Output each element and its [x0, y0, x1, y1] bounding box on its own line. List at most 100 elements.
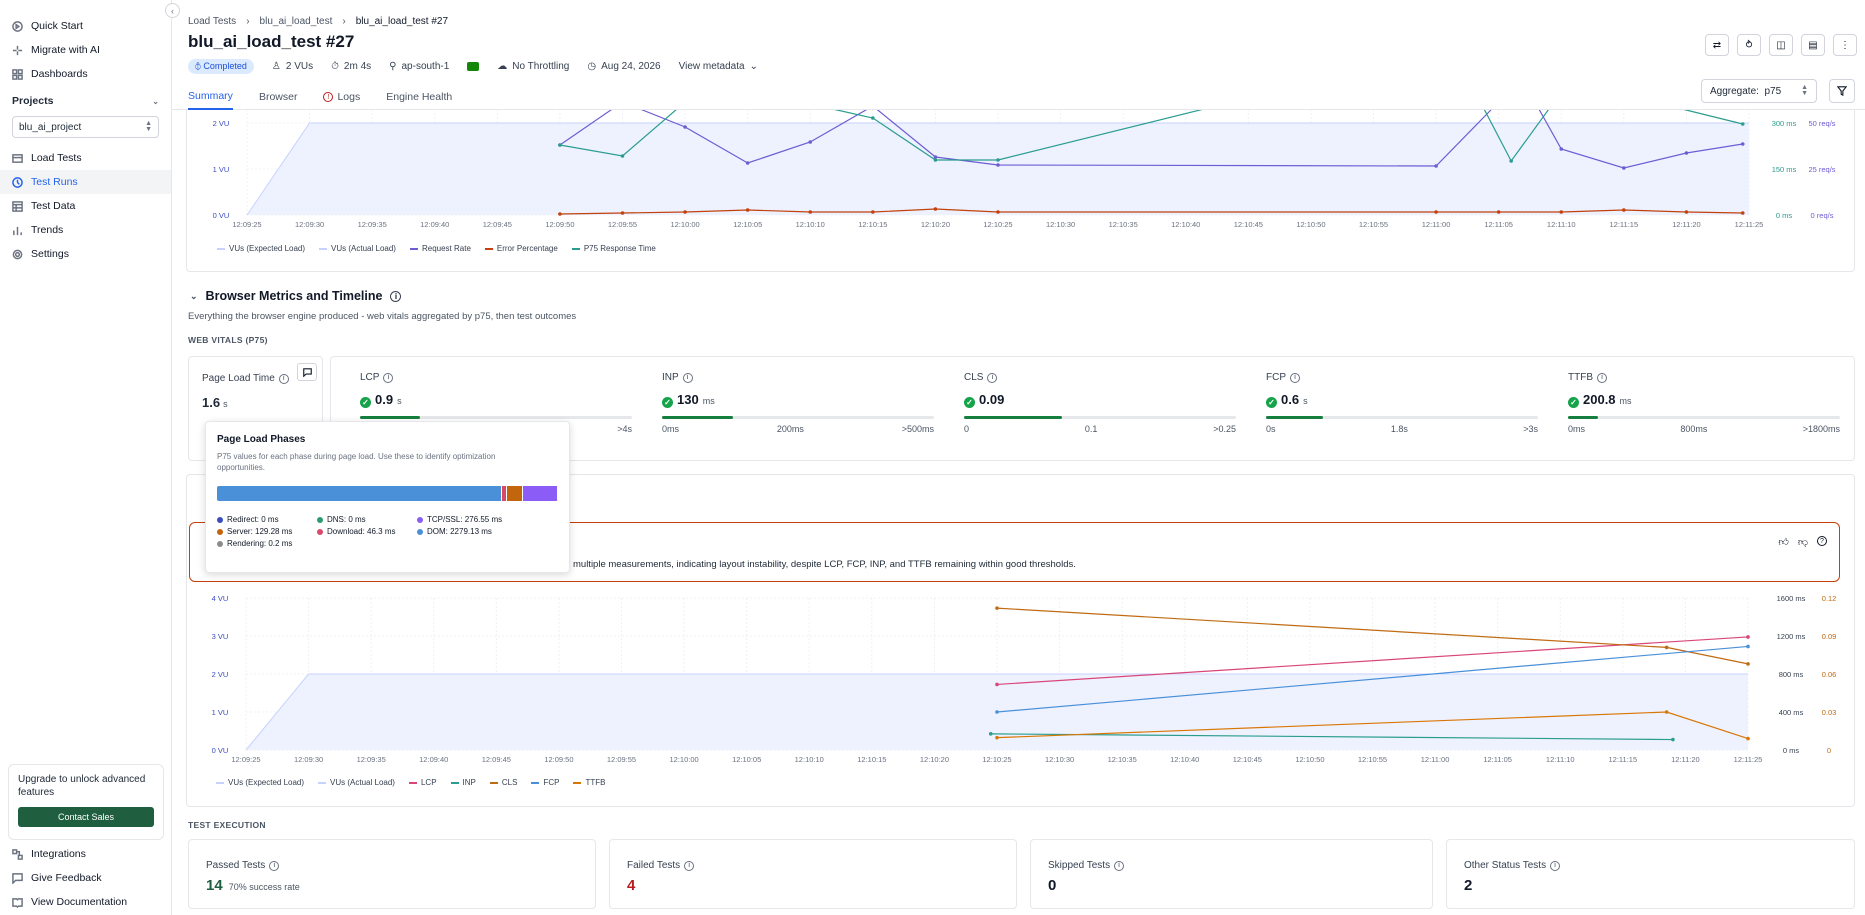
web-vital-fcp[interactable]: FCP i ✓ 0.6 s 0s 1.8s >3s	[1266, 372, 1538, 434]
sidebar-item-load-tests[interactable]: Load Tests	[0, 146, 171, 170]
sidebar-item-integrations[interactable]: Integrations	[0, 842, 171, 866]
more-button[interactable]: ⋮	[1833, 34, 1857, 56]
sidebar-item-give-feedback[interactable]: Give Feedback	[0, 866, 171, 890]
stat-card[interactable]: Skipped Tests i 0	[1030, 839, 1433, 909]
web-vital-inp[interactable]: INP i ✓ 130 ms 0ms 200ms >500ms	[662, 372, 934, 434]
sidebar-item-test-runs[interactable]: Test Runs	[0, 170, 171, 194]
tab-logs[interactable]: ! Logs	[323, 84, 360, 110]
web-vital-bar-fill	[1266, 416, 1324, 419]
comments-button[interactable]: ▤	[1801, 34, 1825, 56]
web-vital-lcp[interactable]: LCP i ✓ 0.9 s >4s	[360, 372, 632, 434]
x-tick-label: 12:10:15	[857, 755, 886, 764]
legend-item[interactable]: INP	[450, 778, 476, 787]
sidebar-item-settings[interactable]: Settings	[0, 242, 171, 266]
sidebar-item-quick-start[interactable]: Quick Start	[0, 14, 171, 38]
tab-browser[interactable]: Browser	[258, 91, 298, 103]
tab-summary[interactable]: Summary	[188, 84, 233, 110]
legend-item[interactable]: TTFB	[573, 778, 605, 787]
breadcrumb-load-tests[interactable]: Load Tests	[188, 16, 237, 27]
stat-card-sub: 70% success rate	[228, 882, 300, 892]
page-load-unit: s	[223, 399, 228, 409]
info-icon[interactable]: i	[383, 372, 394, 383]
y-tick-label-ms: 0 ms	[1776, 211, 1793, 220]
view-metadata-button[interactable]: View metadata ⌄	[679, 61, 758, 72]
legend-item[interactable]: CLS	[489, 778, 517, 787]
stat-card[interactable]: Other Status Tests i 2	[1446, 839, 1855, 909]
phase-segment[interactable]	[217, 486, 502, 501]
users-icon: ♙	[271, 61, 281, 72]
vus-expected-line	[246, 122, 1749, 216]
test-runs-icon	[12, 176, 23, 188]
aggregate-select[interactable]: Aggregate: p75 ▲ ▼	[1701, 79, 1817, 103]
stat-card-name: Failed Tests	[627, 860, 681, 871]
stat-card[interactable]: Failed Tests i 4	[609, 839, 1017, 909]
info-icon[interactable]: i	[269, 860, 280, 871]
rerun-button[interactable]: ⇄	[1705, 34, 1729, 56]
help-icon[interactable]: ?	[1817, 536, 1827, 546]
web-vital-ttfb[interactable]: TTFB i ✓ 200.8 ms 0ms 800ms >1800ms	[1568, 372, 1840, 434]
legend-item[interactable]: P75 Response Time	[571, 244, 656, 253]
sidebar-item-dashboards[interactable]: Dashboards	[0, 62, 171, 86]
legend-item[interactable]: Request Rate	[409, 244, 471, 253]
legend-item[interactable]: Error Percentage	[484, 244, 558, 253]
error-percentage-series-point	[1622, 208, 1626, 212]
info-icon[interactable]: i	[278, 373, 289, 384]
info-icon[interactable]: i	[987, 372, 998, 383]
sidebar-item-test-data[interactable]: Test Data	[0, 194, 171, 218]
page-title: blu_ai_load_test #27	[188, 32, 355, 51]
breadcrumb: Load Tests › blu_ai_load_test › blu_ai_l…	[188, 16, 448, 27]
info-icon[interactable]: i	[1597, 372, 1607, 383]
x-tick-label: 12:10:35	[1108, 755, 1137, 764]
chevron-right-icon: ›	[246, 16, 250, 27]
share-button[interactable]: ⥁	[1737, 34, 1761, 56]
sidebar-item-migrate-ai[interactable]: Migrate with AI	[0, 38, 171, 62]
region-meta: ⚲ ap-south-1	[389, 61, 449, 72]
phase-segment[interactable]	[501, 486, 508, 501]
legend-dot	[217, 540, 223, 547]
comment-button[interactable]	[297, 363, 317, 381]
compare-button[interactable]: ◫	[1769, 34, 1793, 56]
sidebar-item-label: Trends	[31, 224, 64, 236]
stat-card[interactable]: Passed Tests i 14 70% success rate	[188, 839, 596, 909]
breadcrumb-load-test[interactable]: blu_ai_load_test	[259, 16, 333, 27]
sidebar-item-view-docs[interactable]: View Documentation	[0, 890, 171, 914]
projects-header[interactable]: Projects ⌄	[0, 90, 171, 112]
alert-icon: !	[323, 92, 334, 102]
info-icon[interactable]: i	[1550, 860, 1561, 871]
phase-segment[interactable]	[507, 486, 524, 501]
project-select[interactable]: blu_ai_project ▲ ▼	[12, 116, 159, 138]
legend-item[interactable]: VUs (Expected Load)	[217, 244, 305, 253]
collapse-sidebar-button[interactable]: ‹	[165, 3, 180, 18]
info-icon[interactable]: i	[684, 860, 695, 871]
legend-item[interactable]: VUs (Actual Load)	[319, 244, 396, 253]
x-tick-label: 12:09:40	[420, 220, 449, 229]
filter-button[interactable]	[1829, 79, 1855, 103]
web-vital-cls[interactable]: CLS i ✓ 0.09 0 0.1 >0.25	[964, 372, 1236, 434]
p75-response-series-point	[871, 116, 875, 120]
sidebar-item-trends[interactable]: Trends	[0, 218, 171, 242]
legend-item[interactable]: FCP	[531, 778, 559, 787]
popup-title: Page Load Phases	[217, 434, 306, 445]
error-percentage-series	[559, 208, 1743, 215]
p75-response-series-point	[620, 154, 625, 158]
tab-engine-health[interactable]: Engine Health	[386, 91, 453, 103]
info-icon[interactable]: i	[390, 290, 402, 302]
contact-sales-button[interactable]: Contact Sales	[18, 807, 154, 827]
x-tick-label: 12:11:10	[1547, 220, 1576, 229]
legend-marker	[450, 781, 459, 784]
request-rate-series-point	[1740, 142, 1745, 146]
legend-item[interactable]: LCP	[408, 778, 437, 787]
info-icon[interactable]: i	[1290, 372, 1300, 383]
thumbs-down-icon[interactable]: 👎︎	[1797, 537, 1808, 548]
sidebar-item-label: Integrations	[31, 848, 86, 860]
location-icon: ⚲	[389, 61, 397, 72]
x-tick-label: 12:09:35	[357, 755, 386, 764]
legend-item[interactable]: VUs (Expected Load)	[216, 778, 304, 787]
info-icon[interactable]: i	[1114, 860, 1125, 871]
phase-segment[interactable]	[523, 486, 558, 501]
legend-item[interactable]: VUs (Actual Load)	[318, 778, 395, 787]
browser-section-header[interactable]: ⌄ Browser Metrics and Timeline i	[190, 289, 402, 303]
info-icon[interactable]: i	[682, 372, 693, 383]
thumbs-up-icon[interactable]: 👍︎	[1778, 537, 1789, 548]
y-tick-label-cls: 0.03	[1822, 708, 1837, 717]
